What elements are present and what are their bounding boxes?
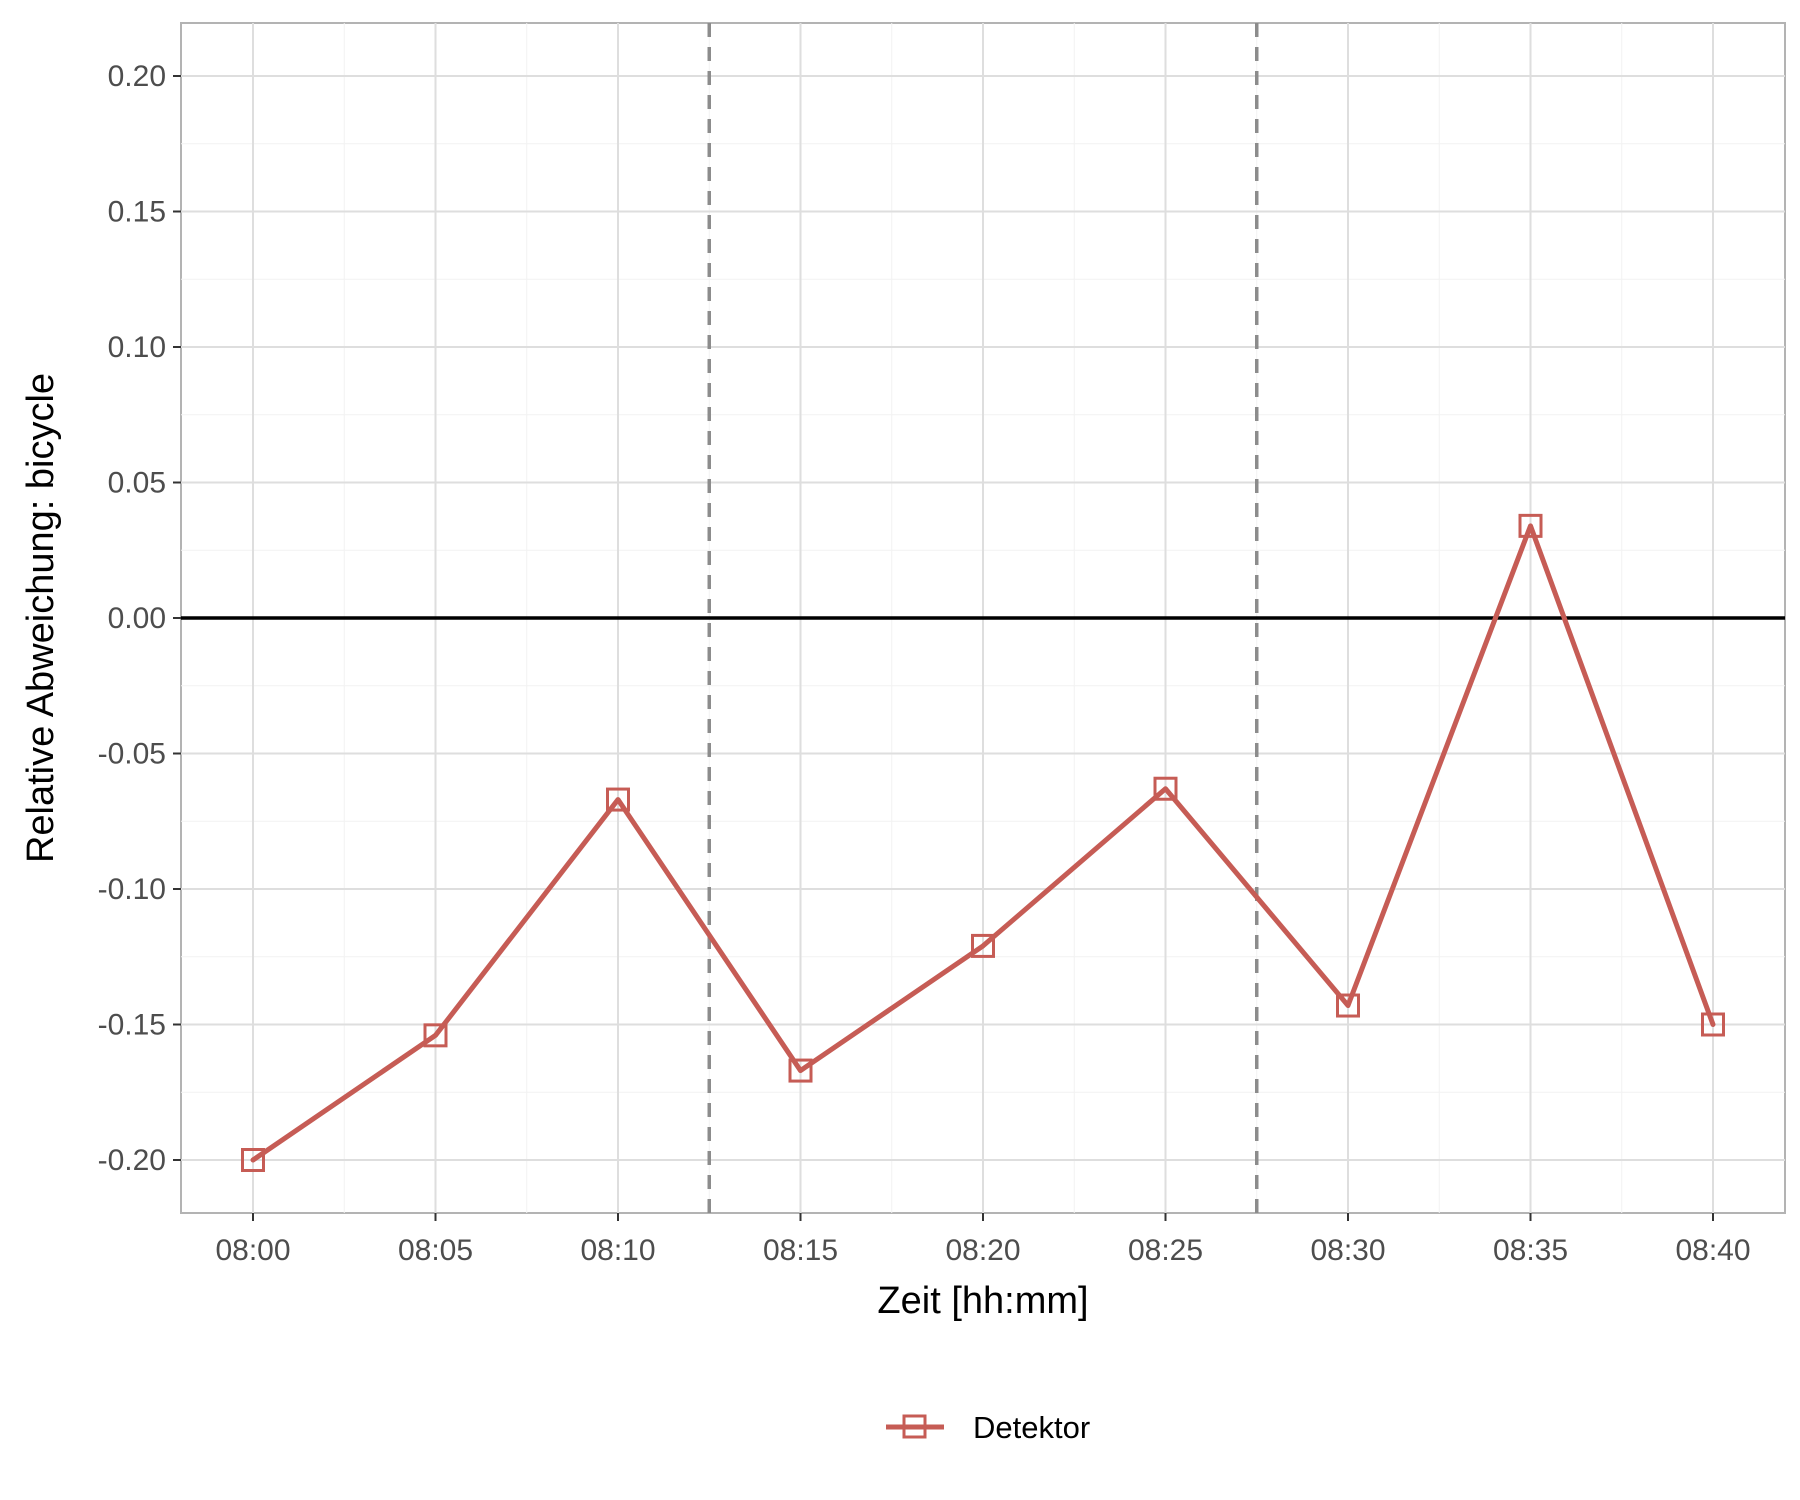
- y-tick-label: -0.05: [98, 738, 166, 771]
- y-tick-label: 0.15: [108, 196, 166, 229]
- data-point-marker: [971, 933, 995, 958]
- y-tick-label: 0.00: [108, 602, 166, 635]
- x-tick-label: 08:25: [1128, 1234, 1203, 1267]
- y-tick-label: 0.10: [108, 331, 166, 364]
- y-tick-label: -0.15: [98, 1009, 166, 1042]
- series: [241, 513, 1725, 1172]
- y-axis-title: Relative Abweichung: bicycle: [20, 373, 62, 863]
- legend-label-detektor: Detektor: [973, 1410, 1090, 1445]
- series-line-detektor: [250, 523, 1716, 1163]
- y-axis-ticks: 0.20 0.15 0.10 0.05 0.00 -0.05 -0.10 -0.15 -0.20: [98, 60, 181, 1177]
- x-tick-label: 08:40: [1675, 1234, 1750, 1267]
- x-tick-label: 08:15: [763, 1234, 838, 1267]
- x-axis-title: Zeit [hh:mm]: [877, 1280, 1088, 1322]
- data-point-marker: [1518, 513, 1543, 538]
- legend-marker-detektor: [902, 1414, 927, 1439]
- data-point-marker: [423, 1023, 448, 1048]
- legend: Detektor: [886, 1410, 1090, 1445]
- data-point-marker: [1153, 776, 1178, 801]
- x-tick-label: 08:00: [215, 1234, 290, 1267]
- x-tick-label: 08:05: [398, 1234, 473, 1267]
- x-tick-label: 08:30: [1310, 1234, 1385, 1267]
- x-tick-label: 08:10: [580, 1234, 655, 1267]
- y-tick-label: 0.05: [108, 467, 166, 500]
- data-point-marker: [1336, 993, 1360, 1018]
- x-tick-label: 08:20: [945, 1234, 1020, 1267]
- reference-lines: [181, 23, 1785, 1213]
- y-tick-label: 0.20: [108, 60, 166, 93]
- y-tick-label: -0.10: [98, 873, 166, 906]
- y-tick-label: -0.20: [98, 1144, 166, 1177]
- data-point-marker: [241, 1148, 265, 1172]
- x-tick-label: 08:35: [1493, 1234, 1568, 1267]
- x-axis-ticks: 08:00 08:05 08:10 08:15 08:20 08:25 08:30 08:35…: [215, 1213, 1751, 1267]
- data-point-marker: [606, 787, 630, 812]
- data-point-marker: [788, 1058, 813, 1083]
- data-point-marker: [1701, 1012, 1725, 1037]
